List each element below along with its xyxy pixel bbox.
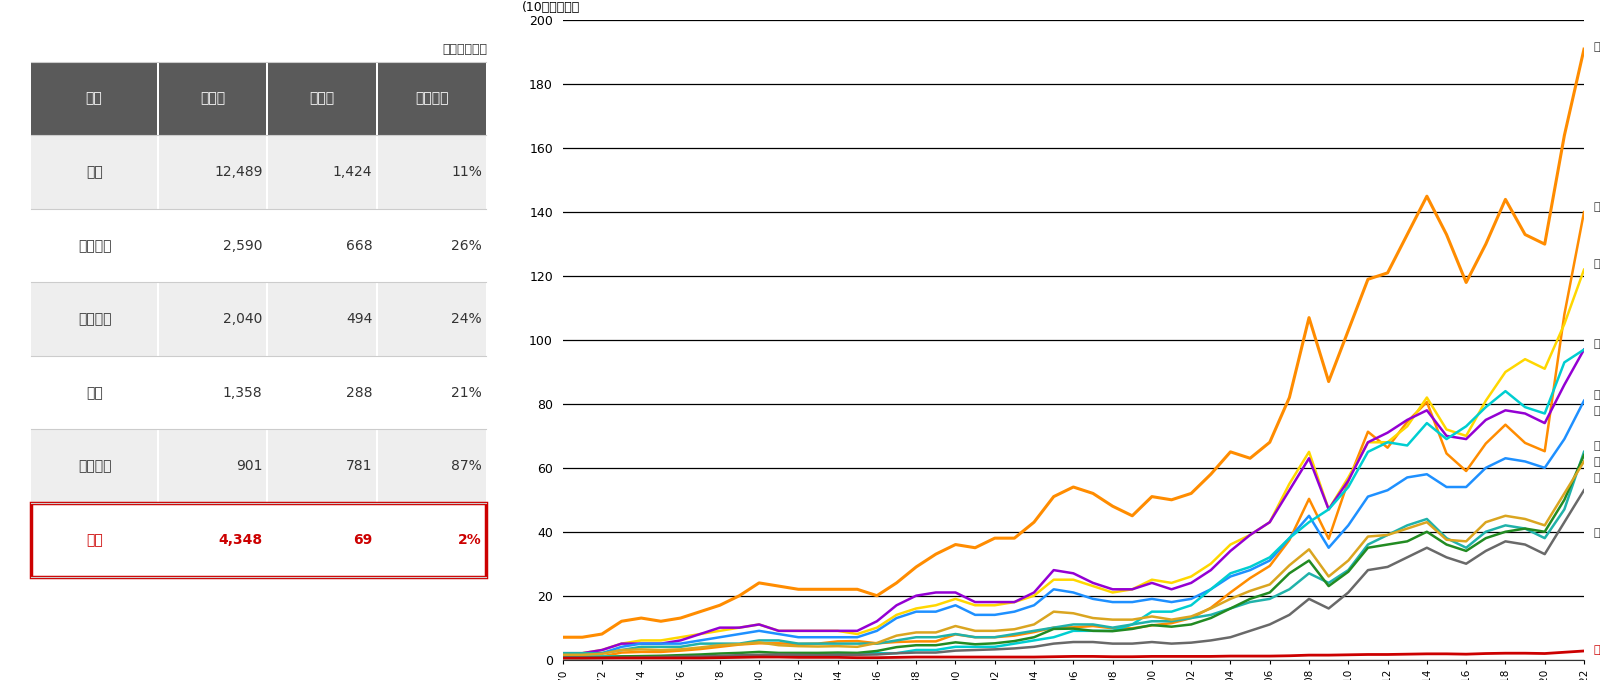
- Text: 中国(6位): 中国(6位): [1594, 405, 1600, 415]
- Bar: [158, 62, 266, 135]
- Text: 英国: 英国: [86, 386, 102, 400]
- Text: インドネシア(10位): インドネシア(10位): [1594, 527, 1600, 537]
- Text: 668: 668: [346, 239, 373, 253]
- Text: 4,348: 4,348: [218, 532, 262, 547]
- Text: 781: 781: [346, 459, 373, 473]
- Text: 26%: 26%: [451, 239, 482, 253]
- Bar: [158, 356, 266, 430]
- Bar: [158, 282, 266, 356]
- Bar: [158, 209, 266, 282]
- Text: 国名: 国名: [85, 92, 102, 105]
- Text: 11%: 11%: [451, 165, 482, 180]
- Text: ブラジル(2位): ブラジル(2位): [1594, 201, 1600, 211]
- Bar: [30, 503, 157, 577]
- Text: 87%: 87%: [451, 459, 482, 473]
- Bar: [269, 62, 376, 135]
- Bar: [30, 356, 157, 430]
- Text: 2%: 2%: [458, 532, 482, 547]
- Text: 日本(50位): 日本(50位): [1594, 645, 1600, 655]
- Bar: [30, 282, 157, 356]
- Text: カナダ(7位): カナダ(7位): [1594, 441, 1600, 450]
- Bar: [30, 503, 486, 577]
- Bar: [378, 209, 486, 282]
- Bar: [269, 209, 376, 282]
- Bar: [378, 282, 486, 356]
- Text: ドイツ(4位): ドイツ(4位): [1594, 338, 1600, 348]
- Bar: [378, 62, 486, 135]
- Text: 288: 288: [346, 386, 373, 400]
- Text: 2,040: 2,040: [222, 312, 262, 326]
- Bar: [269, 282, 376, 356]
- Bar: [30, 209, 157, 282]
- Bar: [158, 430, 266, 503]
- Bar: [378, 135, 486, 209]
- Text: オランダ: オランダ: [78, 459, 112, 473]
- Text: 輸出割合: 輸出割合: [414, 92, 448, 105]
- Text: 単位：億ドル: 単位：億ドル: [443, 43, 488, 56]
- Text: 21%: 21%: [451, 386, 482, 400]
- Bar: [269, 503, 376, 577]
- Text: 輸出額: 輸出額: [310, 92, 334, 105]
- Text: (10億米ドル）: (10億米ドル）: [522, 1, 581, 14]
- Text: 12,489: 12,489: [214, 165, 262, 180]
- Text: フランス: フランス: [78, 239, 112, 253]
- Text: 2,590: 2,590: [222, 239, 262, 253]
- Text: 494: 494: [346, 312, 373, 326]
- Text: 米国(1位): 米国(1位): [1594, 41, 1600, 51]
- Text: 901: 901: [235, 459, 262, 473]
- Bar: [269, 135, 376, 209]
- Text: 24%: 24%: [451, 312, 482, 326]
- Text: 1,424: 1,424: [333, 165, 373, 180]
- Bar: [158, 503, 266, 577]
- Text: イタリア: イタリア: [78, 312, 112, 326]
- Text: イタリア(9位): イタリア(9位): [1594, 473, 1600, 482]
- Bar: [269, 430, 376, 503]
- Text: 69: 69: [354, 532, 373, 547]
- Bar: [30, 135, 157, 209]
- Bar: [30, 430, 157, 503]
- Bar: [378, 356, 486, 430]
- Text: 日本: 日本: [86, 532, 102, 547]
- Text: オランダ(3位): オランダ(3位): [1594, 258, 1600, 269]
- Text: 1,358: 1,358: [222, 386, 262, 400]
- Bar: [158, 135, 266, 209]
- Text: スペイン(8位): スペイン(8位): [1594, 456, 1600, 466]
- Bar: [378, 503, 486, 577]
- Bar: [30, 62, 157, 135]
- Text: フランス(5位): フランス(5位): [1594, 390, 1600, 399]
- Bar: [269, 356, 376, 430]
- Text: 生産額: 生産額: [200, 92, 226, 105]
- Bar: [378, 430, 486, 503]
- Text: 米国: 米国: [86, 165, 102, 180]
